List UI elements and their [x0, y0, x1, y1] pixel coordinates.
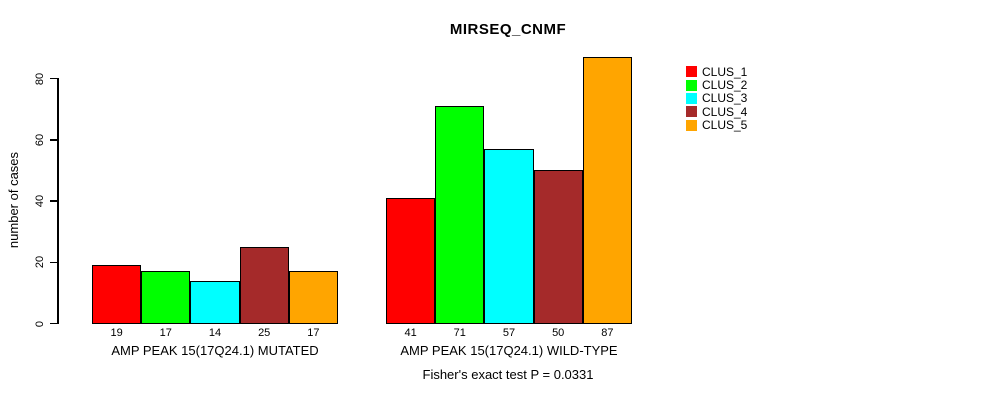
bar-value-label: 17: [307, 327, 320, 339]
fisher-test-annotation: Fisher's exact test P = 0.0331: [422, 367, 594, 382]
bar-clus_2-group2: [435, 106, 485, 324]
legend-label: CLUS_5: [702, 118, 748, 133]
y-tick-mark: [50, 261, 57, 263]
bar-clus_5-group1: [288, 271, 338, 324]
legend-swatch-clus_1: [686, 66, 697, 78]
bar-value-label: 57: [502, 327, 516, 339]
legend: CLUS_1 CLUS_2 CLUS_3 CLUS_4 CLUS_5: [686, 65, 747, 132]
bar-clus_3-group1: [190, 280, 240, 324]
y-tick-mark: [50, 200, 57, 202]
legend-row-clus_4: CLUS_4: [686, 105, 747, 118]
legend-swatch-clus_3: [686, 92, 697, 104]
legend-label: CLUS_2: [702, 78, 748, 93]
legend-swatch-clus_2: [686, 79, 697, 91]
chart-title: MIRSEQ_CNMF: [449, 21, 567, 38]
group-label-mutated: AMP PEAK 15(17Q24.1) MUTATED: [111, 343, 319, 358]
y-tick-label: 0: [34, 320, 46, 327]
legend-row-clus_1: CLUS_1: [686, 65, 747, 78]
y-axis-title: number of cases: [6, 151, 21, 249]
y-axis-line: [57, 78, 59, 324]
bar-clus_5-group2: [582, 57, 632, 324]
y-tick-mark: [50, 322, 57, 325]
legend-swatch-clus_5: [686, 119, 697, 131]
y-tick-label: 60: [34, 133, 46, 146]
legend-label: CLUS_1: [702, 64, 748, 79]
legend-swatch-clus_4: [686, 106, 697, 118]
bar-value-label: 25: [258, 327, 271, 339]
bar-value-label: 87: [601, 327, 614, 339]
bar-value-label: 17: [159, 327, 172, 339]
bar-clus_1-group1: [92, 265, 142, 324]
y-tick-mark: [50, 139, 57, 141]
y-tick-mark: [50, 77, 57, 80]
legend-label: CLUS_3: [702, 91, 748, 106]
legend-label: CLUS_4: [702, 104, 748, 119]
group-label-wildtype: AMP PEAK 15(17Q24.1) WILD-TYPE: [400, 343, 618, 358]
bar-value-label: 71: [453, 327, 466, 339]
bar-value-label: 19: [110, 327, 123, 339]
bar-clus_2-group1: [141, 271, 191, 324]
y-tick-label: 80: [34, 72, 46, 85]
bar-value-label: 14: [208, 327, 222, 339]
bar-value-label: 41: [404, 327, 417, 339]
legend-row-clus_3: CLUS_3: [686, 92, 747, 105]
y-tick-label: 20: [34, 256, 46, 269]
bar-clus_1-group2: [386, 197, 436, 324]
bar-value-label: 50: [552, 327, 565, 339]
legend-row-clus_2: CLUS_2: [686, 78, 747, 91]
bar-clus_4-group1: [239, 246, 289, 324]
y-tick-label: 40: [34, 194, 46, 208]
bar-clus_4-group2: [533, 170, 583, 324]
legend-row-clus_5: CLUS_5: [686, 119, 747, 132]
bar-clus_3-group2: [484, 148, 534, 324]
